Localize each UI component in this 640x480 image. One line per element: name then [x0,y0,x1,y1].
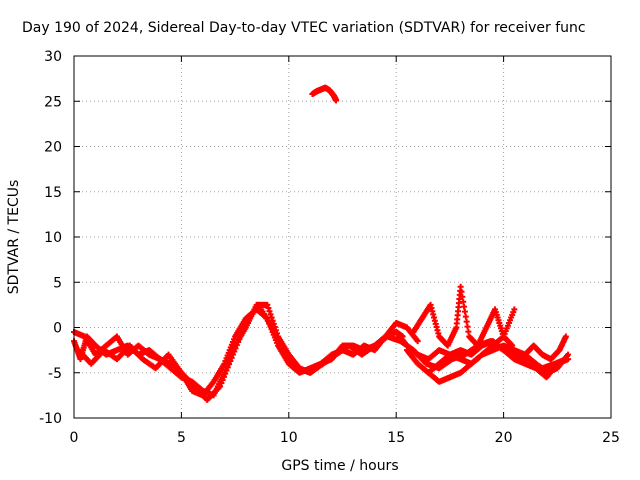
data-point [217,383,224,390]
series-rising-arcs [410,283,516,349]
data-point [511,306,518,313]
x-tick-label: 20 [495,430,513,446]
y-tick-label: 15 [44,185,62,201]
data-point [264,301,271,308]
data-point [232,345,239,352]
y-tick-label: 25 [44,94,62,110]
data-point [562,333,569,340]
y-tick-label: -5 [48,366,62,382]
data-point [240,326,247,333]
data-points [71,84,572,403]
data-point [265,305,272,312]
x-axis-label: GPS time / hours [281,458,398,474]
data-point [509,342,516,349]
plot-frame [73,55,612,419]
data-point [266,308,273,315]
chart-title: Day 190 of 2024, Sidereal Day-to-day VTE… [22,20,586,36]
data-point [219,376,226,383]
y-axis-label: SDTVAR / TECUs [6,180,22,295]
data-point [267,311,274,318]
y-tick-label: 10 [44,230,62,246]
data-point [241,323,248,330]
data-point [333,97,340,104]
y-tick-label: -10 [39,411,62,427]
data-point [237,332,244,339]
series-arc-21 [522,333,569,363]
axis-ticks: 0 5 10 15 20 25 -10 -5 0 5 10 15 20 25 30 [39,49,620,446]
y-tick-label: 5 [53,275,62,291]
x-tick-label: 5 [177,430,186,446]
y-tick-label: 0 [53,321,62,337]
data-point [565,351,572,358]
data-point [228,354,235,361]
data-point [268,314,275,321]
y-tick-label: 30 [44,49,62,65]
data-point [226,361,233,368]
x-tick-label: 10 [280,430,298,446]
data-point [235,338,242,345]
x-tick-label: 15 [387,430,405,446]
data-point [227,357,234,364]
grid [74,56,611,418]
data-point [231,348,238,355]
y-tick-label: 20 [44,140,62,156]
data-point [236,335,243,342]
series-outlier [309,84,340,104]
data-point [222,370,229,377]
data-point [218,380,225,387]
x-tick-label: 25 [602,430,620,446]
data-point [224,364,231,371]
data-point [223,367,230,374]
data-point [220,373,227,380]
data-point [238,329,245,336]
data-point [414,338,421,345]
data-point [233,342,240,349]
data-point [229,351,236,358]
x-tick-label: 0 [70,430,79,446]
